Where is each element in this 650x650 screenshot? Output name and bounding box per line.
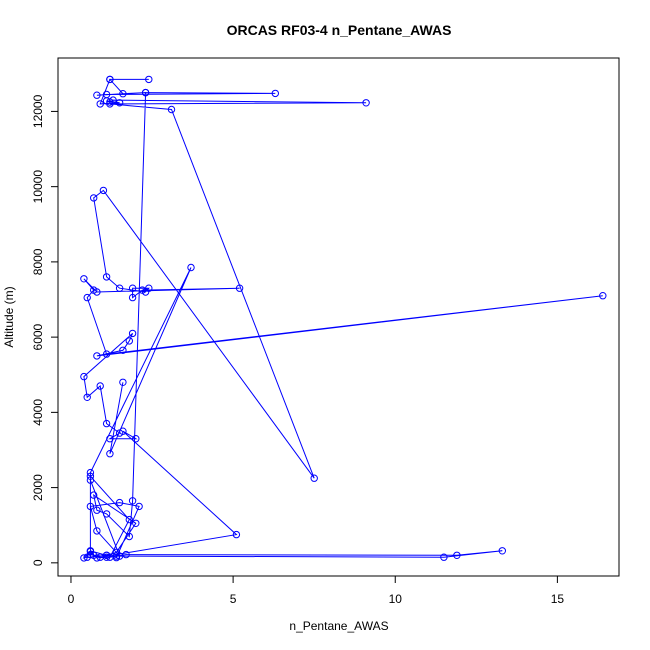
data-point	[187, 263, 195, 272]
data-point	[106, 75, 114, 84]
y-axis-label: Altitude (m)	[2, 286, 16, 347]
series-line	[82, 78, 603, 559]
data-point	[102, 350, 111, 358]
data-point	[310, 474, 318, 482]
data-point	[86, 547, 95, 556]
chart-title: ORCAS RF03-4 n_Pentane_AWAS	[227, 22, 452, 38]
y-tick-label: 12000	[31, 94, 45, 128]
data-point	[90, 491, 98, 499]
data-point	[93, 527, 101, 535]
data-point	[96, 382, 104, 390]
data-point	[93, 554, 101, 562]
data-point	[93, 352, 101, 360]
data-point	[145, 75, 153, 84]
data-point	[362, 99, 370, 107]
data-point	[102, 273, 111, 281]
data-point	[119, 427, 127, 435]
data-point	[102, 551, 111, 559]
data-point	[128, 329, 137, 338]
data-point	[102, 419, 111, 428]
data-point	[132, 519, 140, 527]
data-point	[125, 532, 134, 541]
data-point	[86, 550, 95, 559]
x-axis-label: n_Pentane_AWAS	[289, 619, 388, 633]
data-point	[440, 553, 448, 561]
data-point	[106, 450, 114, 458]
y-tick-label: 4000	[31, 399, 45, 426]
data-point	[83, 293, 91, 302]
data-point	[106, 100, 114, 108]
data-point	[167, 105, 176, 114]
data-point	[138, 286, 147, 294]
plot-frame	[57, 57, 620, 577]
data-point	[119, 90, 127, 98]
data-point	[128, 284, 137, 292]
data-point	[125, 515, 134, 524]
data-point	[99, 186, 108, 195]
series-layer	[80, 75, 607, 562]
data-point	[135, 502, 143, 511]
data-point	[86, 476, 95, 484]
y-tick-label: 10000	[31, 170, 45, 204]
data-point	[119, 378, 127, 386]
data-point	[271, 89, 279, 98]
data-point	[96, 100, 104, 108]
y-tick-label: 6000	[31, 323, 45, 350]
data-point	[453, 551, 461, 559]
data-point	[498, 547, 506, 555]
y-axis: 0 2000 4000 6000 8000 10000 12000	[31, 94, 59, 566]
data-point	[80, 275, 88, 283]
data-point	[599, 292, 607, 300]
data-point	[128, 293, 137, 302]
data-point	[86, 472, 95, 480]
x-axis: 0 5 10 15	[68, 575, 565, 606]
data-point	[106, 435, 114, 443]
data-point	[115, 284, 124, 292]
data-point	[86, 502, 95, 511]
y-tick-label: 8000	[31, 248, 45, 275]
data-point	[132, 435, 140, 443]
data-point	[90, 194, 98, 202]
data-point	[141, 88, 150, 97]
data-point	[115, 99, 124, 107]
y-tick-label: 0	[31, 559, 45, 566]
x-tick-label: 0	[68, 592, 75, 606]
data-point	[86, 468, 95, 477]
data-point	[93, 506, 101, 514]
data-point	[232, 530, 241, 539]
data-point	[90, 286, 98, 294]
data-point	[125, 337, 134, 345]
x-tick-label: 15	[551, 592, 565, 606]
data-point	[145, 284, 153, 292]
data-point	[115, 498, 124, 507]
data-point	[119, 346, 127, 354]
data-point	[93, 91, 101, 99]
data-point	[102, 510, 111, 518]
x-tick-label: 5	[230, 592, 237, 606]
data-point	[83, 393, 91, 401]
data-point	[115, 552, 124, 560]
data-point	[80, 554, 88, 562]
data-point	[235, 284, 244, 292]
data-point	[128, 497, 137, 505]
y-tick-label: 2000	[31, 474, 45, 501]
data-point	[80, 372, 88, 381]
x-tick-label: 10	[389, 592, 403, 606]
data-point	[102, 553, 111, 561]
